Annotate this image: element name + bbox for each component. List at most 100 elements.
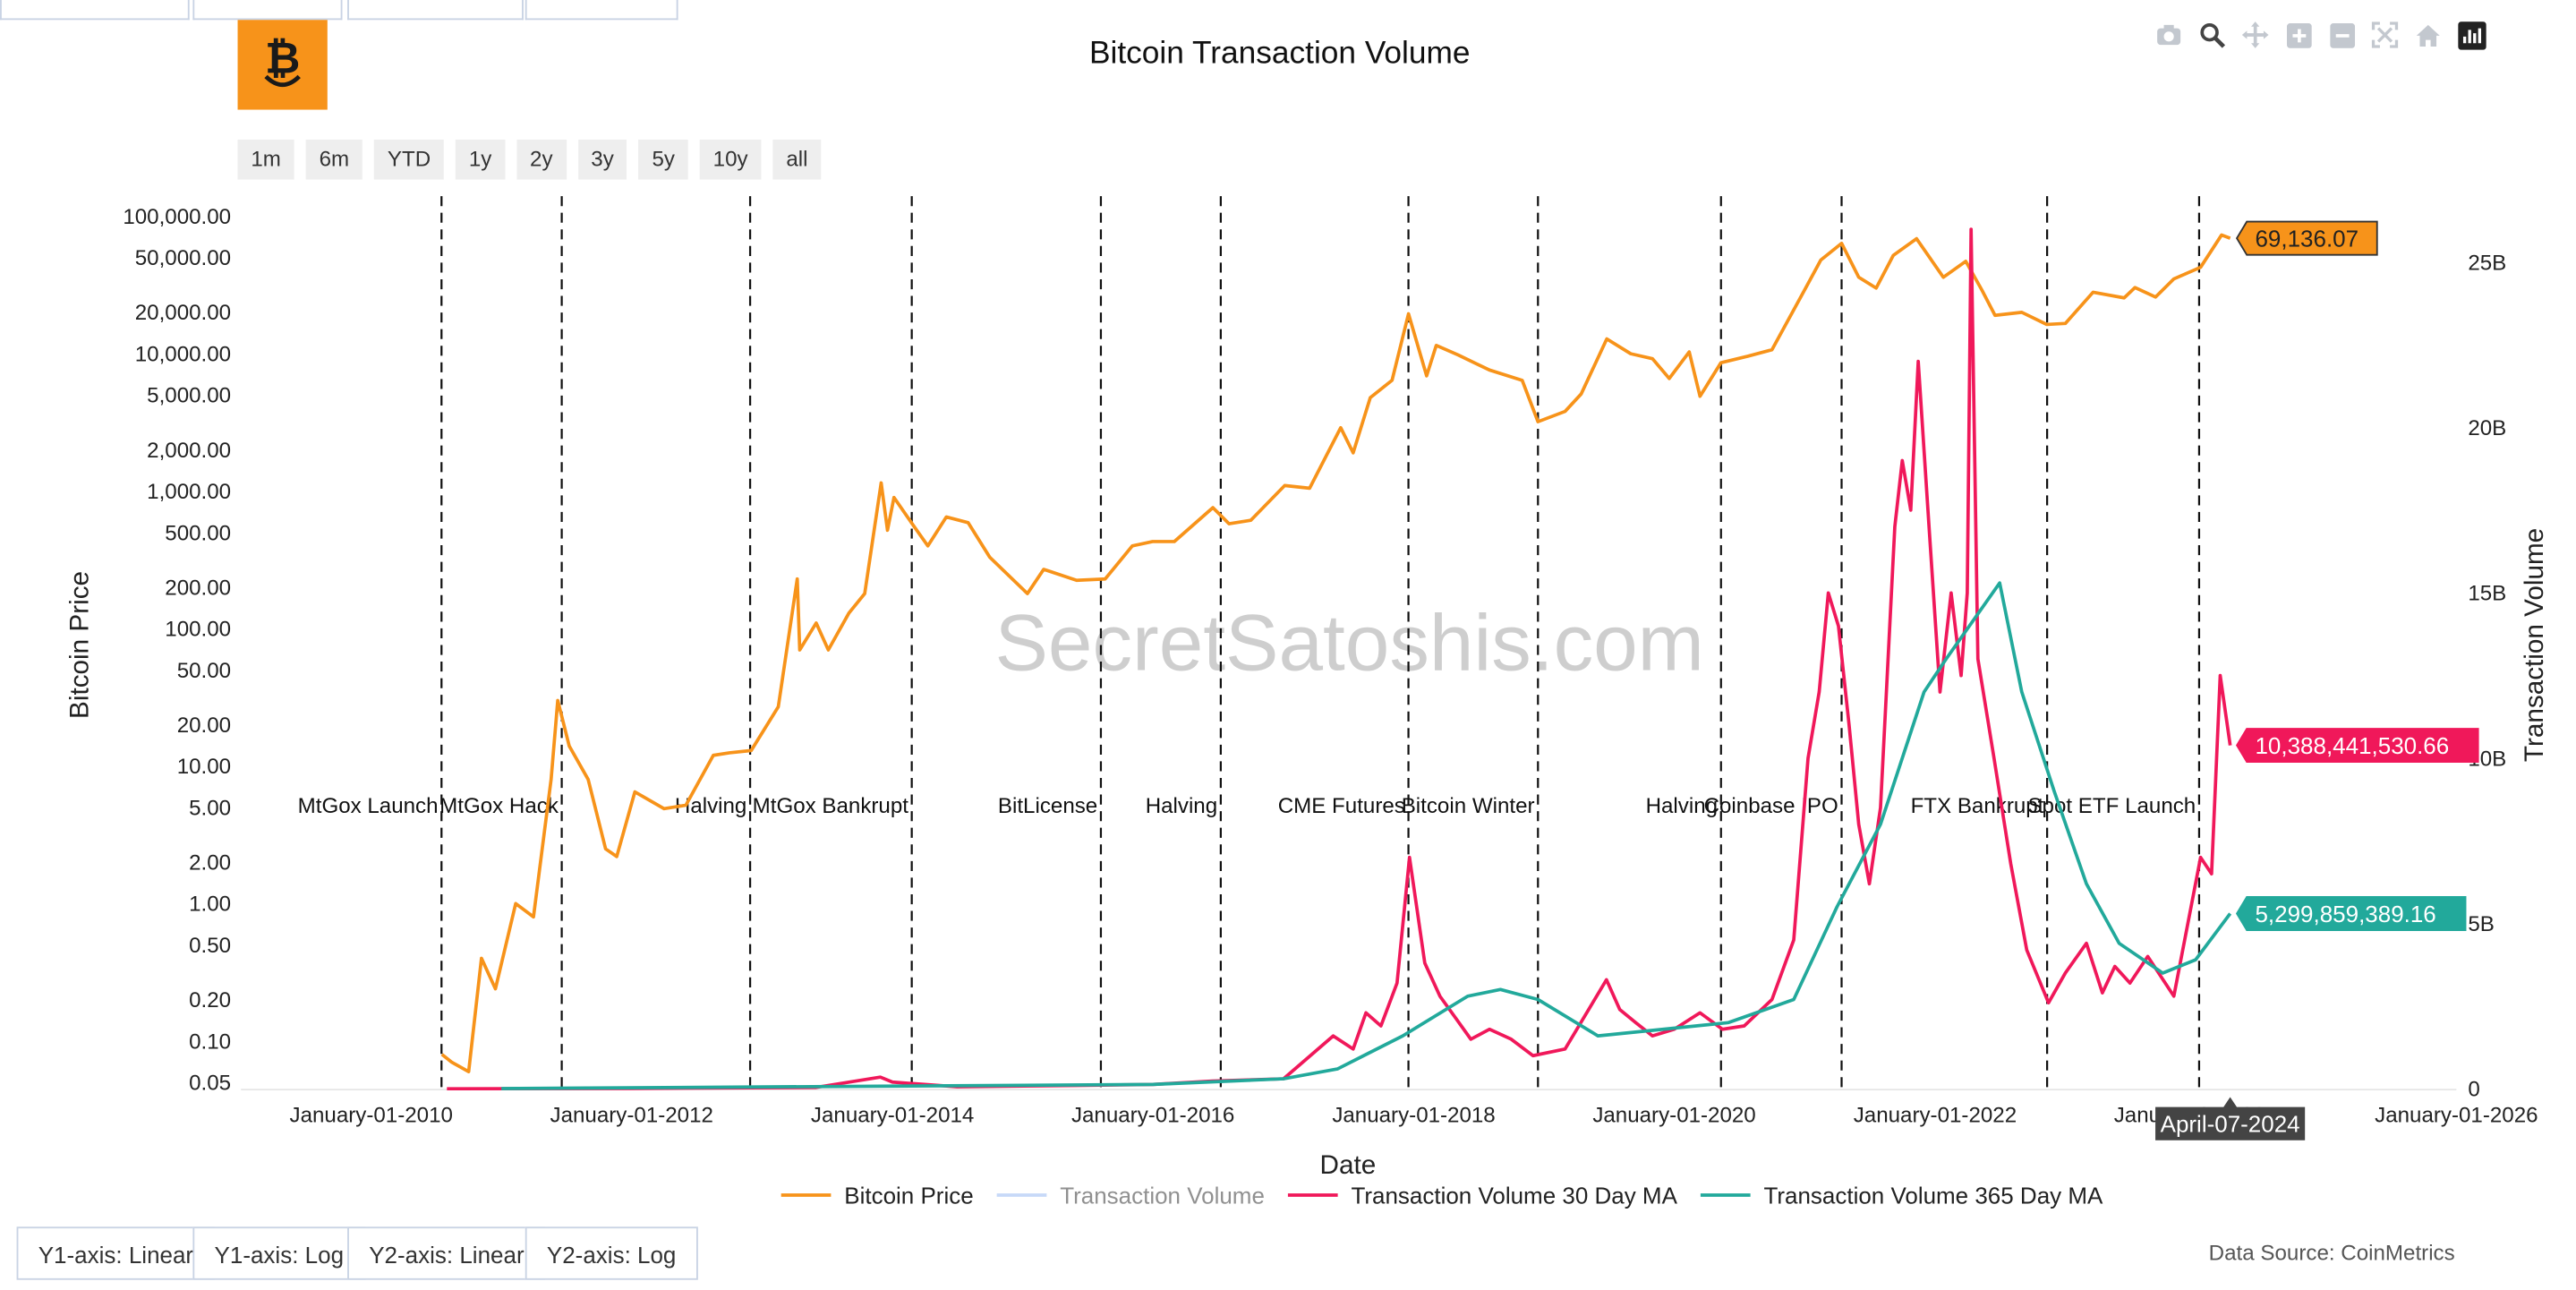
range-button-ytd[interactable]: YTD — [374, 139, 444, 180]
legend-item[interactable]: Transaction Volume 30 Day MA — [1287, 1182, 1678, 1209]
event-label: FTX Bankrupt — [1911, 794, 2044, 818]
legend-item[interactable]: Transaction Volume 365 Day MA — [1700, 1182, 2103, 1209]
y1-tick-label: 1,000.00 — [147, 480, 231, 504]
y1-tick-label: 2.00 — [189, 851, 231, 876]
last-value-text: 10,388,441,530.66 — [2255, 732, 2449, 759]
x-tick-label: January-01-2018 — [1332, 1103, 1495, 1127]
y2-axis-title: Transaction Volume — [2520, 528, 2549, 762]
event-label: Spot ETF Launch — [2027, 794, 2196, 818]
y1-linear-button[interactable]: Y1-axis: Linear — [16, 1226, 216, 1280]
tab-edge — [192, 0, 343, 21]
y1-tick-label: 5.00 — [189, 796, 231, 820]
x-tick-label: January-01-2012 — [550, 1103, 713, 1127]
x-tick-label: January-01-2022 — [1854, 1103, 2017, 1127]
range-button-6m[interactable]: 6m — [305, 139, 363, 180]
pan-icon[interactable] — [2240, 20, 2270, 49]
legend-item[interactable]: Bitcoin Price — [780, 1182, 974, 1209]
y2-tick-label: 5B — [2468, 912, 2495, 936]
tab-edge — [347, 0, 524, 21]
y2-tick-label: 25B — [2468, 251, 2506, 275]
autoscale-icon[interactable] — [2370, 20, 2400, 49]
event-label: MtGox Hack — [439, 794, 559, 818]
event-label: MtGox Bankrupt — [753, 794, 909, 818]
series-line-transaction-volume-365-day-ma — [501, 581, 2232, 1090]
camera-icon[interactable] — [2154, 20, 2183, 49]
event-label: CME Futures — [1278, 794, 1405, 818]
zoom-in-icon[interactable] — [2283, 20, 2313, 49]
y1-tick-label: 20.00 — [177, 713, 231, 738]
y1-tick-label: 10,000.00 — [135, 342, 231, 366]
x-tick-label: January-01-2014 — [811, 1103, 974, 1127]
range-button-1y[interactable]: 1y — [455, 139, 506, 180]
event-label: Halving — [1146, 794, 1217, 818]
zoom-out-icon[interactable] — [2327, 20, 2357, 49]
y1-tick-label: 2,000.00 — [147, 439, 231, 463]
y1-tick-label: 0.05 — [189, 1072, 231, 1096]
x-axis-title: Date — [1320, 1150, 1377, 1180]
y1-log-button[interactable]: Y1-axis: Log — [192, 1226, 366, 1280]
x-tick-label: January-01-2026 — [2375, 1103, 2538, 1127]
last-value-text: 5,299,859,389.16 — [2255, 901, 2435, 927]
y1-tick-label: 10.00 — [177, 755, 231, 779]
series-line-bitcoin-price — [440, 233, 2231, 1073]
event-label: BitLicense — [998, 794, 1097, 818]
y1-tick-label: 100,000.00 — [123, 205, 231, 229]
event-label: Bitcoin Winter — [1402, 794, 1535, 818]
y1-tick-label: 500.00 — [165, 521, 231, 545]
y1-tick-label: 0.20 — [189, 988, 231, 1012]
y1-axis-title: Bitcoin Price — [64, 571, 94, 719]
hover-date-text: April-07-2024 — [2161, 1110, 2300, 1137]
tab-edge — [0, 0, 190, 21]
event-label: Halving — [1646, 794, 1718, 818]
last-value-label: 10,388,441,530.66 — [2235, 728, 2479, 764]
legend-label: Bitcoin Price — [844, 1182, 973, 1209]
range-button-2y[interactable]: 2y — [516, 139, 567, 180]
range-button-5y[interactable]: 5y — [638, 139, 688, 180]
reset-axes-icon[interactable] — [2413, 20, 2443, 49]
range-button-10y[interactable]: 10y — [699, 139, 762, 180]
y1-tick-label: 200.00 — [165, 576, 231, 600]
svg-text:₿: ₿ — [265, 35, 300, 83]
last-value-box — [2235, 728, 2479, 764]
y1-tick-label: 50.00 — [177, 659, 231, 683]
hover-date-label: April-07-2024 — [2155, 1097, 2306, 1140]
y1-tick-label: 0.10 — [189, 1029, 231, 1054]
event-label: MtGox Launch — [298, 794, 439, 818]
zoom-icon[interactable] — [2197, 20, 2227, 49]
hover-date-box — [2155, 1097, 2306, 1140]
range-button-1m[interactable]: 1m — [237, 139, 294, 180]
plotly-logo-icon[interactable] — [2456, 20, 2486, 49]
y1-tick-label: 0.50 — [189, 934, 231, 958]
event-label: Coinbase IPO — [1704, 794, 1838, 818]
legend-label: Transaction Volume — [1060, 1182, 1265, 1209]
y1-tick-label: 1.00 — [189, 893, 231, 917]
y1-tick-label: 100.00 — [165, 618, 231, 642]
range-button-3y[interactable]: 3y — [577, 139, 627, 180]
data-source: Data Source: CoinMetrics — [2208, 1240, 2455, 1266]
series-line-transaction-volume-30-day-ma — [447, 227, 2232, 1091]
bitcoin-smile-icon: ₿ — [237, 20, 328, 110]
y2-tick-label: 0 — [2468, 1078, 2479, 1102]
last-value-box — [2235, 895, 2467, 931]
y2-tick-label: 15B — [2468, 582, 2506, 606]
last-value-text: 69,136.07 — [2255, 225, 2358, 252]
x-tick-label: January-01-2010 — [290, 1103, 453, 1127]
y1-tick-label: 50,000.00 — [135, 246, 231, 270]
y2-linear-button[interactable]: Y2-axis: Linear — [347, 1226, 546, 1280]
legend-item[interactable]: Transaction Volume — [996, 1182, 1265, 1209]
y2-log-button[interactable]: Y2-axis: Log — [525, 1226, 698, 1280]
y2-tick-label: 20B — [2468, 416, 2506, 440]
legend-label: Transaction Volume 30 Day MA — [1351, 1182, 1677, 1209]
x-tick-label: January-01-2016 — [1071, 1103, 1234, 1127]
last-value-label: 69,136.07 — [2235, 220, 2378, 256]
y1-tick-label: 20,000.00 — [135, 301, 231, 325]
last-value-label: 5,299,859,389.16 — [2235, 895, 2467, 931]
range-selector: 1m 6m YTD 1y 2y 3y 5y 10y all — [237, 139, 822, 180]
tab-edge — [525, 0, 678, 21]
y1-tick-label: 5,000.00 — [147, 384, 231, 408]
chart-title: Bitcoin Transaction Volume — [1088, 36, 1471, 72]
range-button-all[interactable]: all — [772, 139, 822, 180]
last-value-box — [2235, 220, 2378, 256]
x-tick-label: January-01-2020 — [1592, 1103, 1755, 1127]
